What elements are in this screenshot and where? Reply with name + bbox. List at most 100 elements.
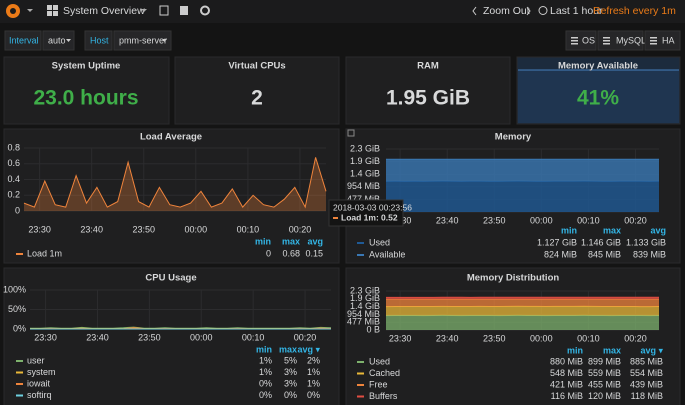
- x-tick-label: 00:10: [237, 224, 260, 234]
- legend-header: avg: [307, 236, 323, 246]
- legend-value: 839 MiB: [633, 249, 666, 259]
- legend-value: 439 MiB: [630, 379, 663, 389]
- stat-panel: [174, 56, 340, 125]
- legend-value: 885 MiB: [630, 356, 663, 366]
- x-tick-label: 23:40: [80, 224, 103, 234]
- variable-value[interactable]: pmm-server: [119, 35, 167, 45]
- link-button[interactable]: [565, 30, 597, 51]
- y-tick-label: 477 MiB: [347, 317, 380, 327]
- stat-value: 1.95 GiB: [386, 87, 470, 110]
- x-tick-label: 00:20: [294, 332, 317, 342]
- area-fill: [386, 299, 659, 307]
- link-button[interactable]: [597, 30, 644, 51]
- legend-value: 0%: [284, 390, 297, 400]
- panel-link-icon[interactable]: [347, 129, 355, 137]
- x-tick-label: 00:20: [289, 224, 312, 234]
- legend-value: 0%: [259, 390, 272, 400]
- zoom-out[interactable]: Zoom Out: [483, 5, 530, 17]
- y-tick-label: 0.8: [7, 142, 20, 152]
- settings-icon[interactable]: [200, 5, 210, 16]
- legend-value: 116 MiB: [551, 391, 583, 401]
- x-tick-label: 00:00: [185, 224, 208, 234]
- stat-value: 41%: [577, 87, 619, 110]
- legend-header: min: [256, 344, 272, 354]
- legend-value: 548 MiB: [550, 368, 583, 378]
- legend-value: 845 MiB: [588, 249, 621, 259]
- y-tick-label: 0.4: [7, 174, 20, 184]
- x-tick-label: 00:10: [577, 215, 600, 225]
- legend-value: 421 MiB: [550, 379, 583, 389]
- legend-value: 1%: [259, 367, 272, 377]
- stat-title: System Uptime: [52, 61, 121, 72]
- legend-value: 0.15: [305, 248, 323, 258]
- stat-panel: [345, 56, 511, 125]
- legend-header: min: [255, 236, 271, 246]
- legend-name: Free: [369, 379, 388, 389]
- legend-name: iowait: [27, 378, 51, 388]
- legend-header: max: [603, 345, 621, 355]
- y-tick-label: 1.4 GiB: [350, 301, 380, 311]
- shift-back[interactable]: [472, 6, 477, 16]
- legend-value: 1%: [307, 367, 320, 377]
- series-line: [23, 157, 327, 209]
- save-icon[interactable]: [180, 6, 188, 15]
- dashboard-title[interactable]: System Overview: [63, 5, 145, 17]
- legend-value: 554 MiB: [630, 368, 663, 378]
- panel-title: CPU Usage: [145, 273, 196, 284]
- variable-select[interactable]: [42, 30, 75, 51]
- logo-hole: [10, 8, 16, 14]
- link-label[interactable]: MySQL: [616, 35, 646, 45]
- y-tick-label: 1.9 GiB: [350, 156, 380, 166]
- x-tick-label: 23:40: [436, 215, 459, 225]
- area-fill: [386, 159, 659, 182]
- legend-header: max: [279, 344, 297, 354]
- area-fill: [386, 306, 659, 316]
- x-tick-label: 00:10: [577, 333, 600, 343]
- legend-value: 120 MiB: [588, 391, 621, 401]
- caret: [27, 9, 33, 12]
- stat-title: Memory Available: [558, 61, 638, 72]
- x-tick-label: 00:20: [624, 215, 647, 225]
- y-tick-label: 2.3 GiB: [350, 285, 380, 295]
- legend-value: 1%: [259, 355, 272, 365]
- link-label[interactable]: OS: [582, 35, 595, 45]
- x-tick-label: 23:50: [138, 332, 161, 342]
- dashboard-icon: [47, 5, 58, 16]
- legend-value: 0%: [307, 390, 320, 400]
- area-fill: [24, 157, 326, 211]
- legend-value: 1.133 GiB: [626, 237, 666, 247]
- tooltip-time: 2018-03-03 00:23:56: [333, 202, 412, 212]
- legend-header: min: [567, 345, 583, 355]
- variable-select[interactable]: [113, 30, 172, 51]
- tooltip-label: Load 1m:: [341, 212, 379, 222]
- time-range[interactable]: Last 1 hour: [550, 5, 603, 17]
- share-icon[interactable]: [159, 5, 169, 16]
- graph-panel: [3, 267, 340, 405]
- variable-value[interactable]: auto: [48, 35, 66, 45]
- x-tick-label: 00:00: [530, 215, 553, 225]
- legend-name: user: [27, 355, 45, 365]
- stat-value: 23.0 hours: [33, 87, 138, 110]
- stat-title: Virtual CPUs: [228, 61, 285, 72]
- stat-panel: [3, 56, 170, 125]
- stat-value: 2: [251, 87, 263, 110]
- clock-icon: [538, 6, 548, 15]
- refresh[interactable]: Refresh every 1m: [593, 5, 676, 17]
- legend-name: Used: [369, 237, 390, 247]
- legend-value: 899 MiB: [588, 356, 621, 366]
- stat-title: RAM: [417, 61, 439, 72]
- link-button[interactable]: [644, 30, 681, 51]
- navbar: [0, 0, 685, 23]
- tooltip-value: 0.52: [381, 212, 398, 222]
- x-tick-label: 23:40: [86, 332, 109, 342]
- variable-label: Interval: [9, 35, 39, 45]
- shift-forward[interactable]: [526, 6, 531, 16]
- x-tick-label: 23:30: [28, 224, 51, 234]
- link-label[interactable]: HA: [662, 35, 675, 45]
- y-tick-label: 477 MiB: [347, 194, 380, 204]
- legend-value: 880 MiB: [550, 356, 583, 366]
- y-tick-label: 0: [15, 205, 20, 215]
- x-tick-label: 00:20: [624, 333, 647, 343]
